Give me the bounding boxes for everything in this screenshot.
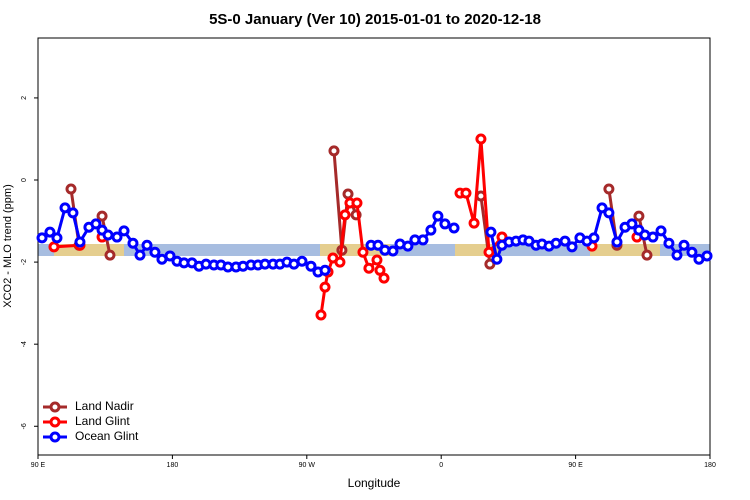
marker bbox=[374, 264, 386, 276]
y-tick-label: -6 bbox=[21, 423, 28, 429]
marker bbox=[671, 249, 683, 261]
marker bbox=[611, 236, 623, 248]
marker bbox=[596, 202, 608, 214]
marker bbox=[387, 245, 399, 257]
legend-marker bbox=[49, 431, 61, 443]
marker bbox=[296, 255, 308, 267]
x-tick-label: 180 bbox=[704, 462, 716, 469]
marker bbox=[127, 237, 139, 249]
marker bbox=[149, 246, 161, 258]
marker bbox=[550, 237, 562, 249]
chart-title: 5S-0 January (Ver 10) 2015-01-01 to 2020… bbox=[209, 11, 541, 28]
marker bbox=[328, 145, 340, 157]
marker bbox=[319, 264, 331, 276]
y-axis-label: XCO2 - MLO trend (ppm) bbox=[2, 184, 14, 307]
marker bbox=[647, 231, 659, 243]
x-tick-label: 90 E bbox=[568, 462, 583, 469]
marker bbox=[378, 272, 390, 284]
legend-marker bbox=[49, 401, 61, 413]
marker bbox=[491, 253, 503, 265]
marker bbox=[633, 210, 645, 222]
x-tick-label: 180 bbox=[167, 462, 179, 469]
marker bbox=[315, 309, 327, 321]
x-tick-label: 90 E bbox=[31, 462, 46, 469]
marker bbox=[372, 239, 384, 251]
marker bbox=[134, 249, 146, 261]
marker bbox=[357, 246, 369, 258]
legend-label: Land Nadir bbox=[75, 399, 134, 413]
x-tick-label: 0 bbox=[439, 462, 443, 469]
marker bbox=[363, 262, 375, 274]
marker bbox=[90, 218, 102, 230]
marker bbox=[417, 234, 429, 246]
marker bbox=[439, 218, 451, 230]
marker bbox=[626, 218, 638, 230]
marker bbox=[141, 239, 153, 251]
marker bbox=[678, 239, 690, 251]
marker bbox=[371, 254, 383, 266]
marker bbox=[425, 224, 437, 236]
marker bbox=[118, 225, 130, 237]
marker bbox=[36, 232, 48, 244]
marker bbox=[319, 281, 331, 293]
marker bbox=[588, 232, 600, 244]
marker bbox=[686, 246, 698, 258]
marker bbox=[104, 249, 116, 261]
marker bbox=[566, 241, 578, 253]
marker bbox=[641, 249, 653, 261]
legend-label: Land Glint bbox=[75, 414, 130, 428]
marker bbox=[48, 241, 60, 253]
marker bbox=[65, 183, 77, 195]
marker bbox=[111, 231, 123, 243]
legend-label: Ocean Glint bbox=[75, 429, 139, 443]
y-tick-label: -2 bbox=[21, 259, 28, 265]
y-tick-label: 0 bbox=[21, 178, 28, 182]
marker bbox=[67, 207, 79, 219]
marker bbox=[59, 202, 71, 214]
marker bbox=[475, 133, 487, 145]
marker bbox=[339, 209, 351, 221]
marker bbox=[402, 240, 414, 252]
marker bbox=[351, 197, 363, 209]
marker bbox=[74, 236, 86, 248]
marker bbox=[663, 237, 675, 249]
marker bbox=[448, 222, 460, 234]
x-tick-label: 90 W bbox=[299, 462, 316, 469]
marker bbox=[51, 232, 63, 244]
plot-frame bbox=[37, 37, 711, 456]
marker bbox=[485, 226, 497, 238]
marker bbox=[96, 210, 108, 222]
marker bbox=[342, 188, 354, 200]
marker bbox=[468, 217, 480, 229]
marker bbox=[164, 250, 176, 262]
y-tick-label: 2 bbox=[21, 96, 28, 100]
marker bbox=[603, 207, 615, 219]
marker bbox=[559, 235, 571, 247]
legend-marker bbox=[49, 416, 61, 428]
marker bbox=[102, 229, 114, 241]
marker bbox=[603, 183, 615, 195]
x-axis-label: Longitude bbox=[348, 476, 401, 490]
marker bbox=[305, 260, 317, 272]
marker bbox=[44, 226, 56, 238]
marker bbox=[655, 225, 667, 237]
y-tick-label: -4 bbox=[21, 341, 28, 347]
marker bbox=[484, 258, 496, 270]
marker bbox=[460, 187, 472, 199]
marker bbox=[334, 256, 346, 268]
marker bbox=[483, 246, 495, 258]
marker bbox=[701, 250, 713, 262]
marker bbox=[432, 210, 444, 222]
